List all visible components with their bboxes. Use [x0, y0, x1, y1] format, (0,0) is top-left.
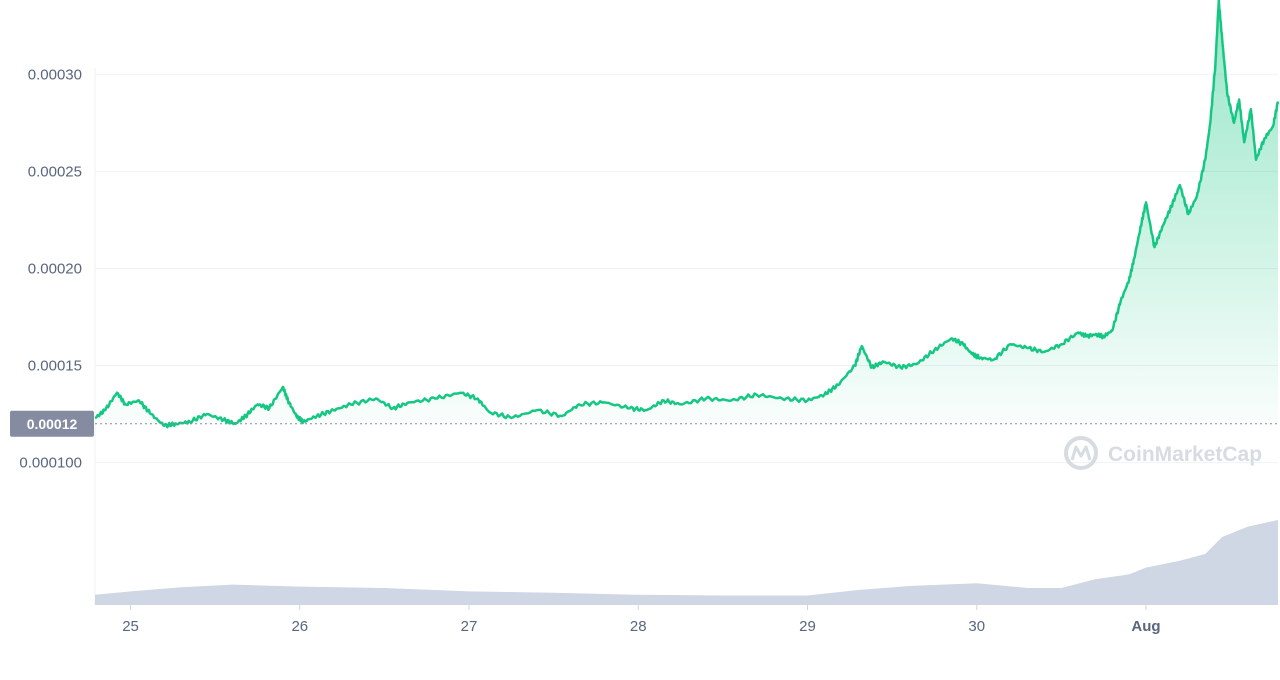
price-line-path: [94, 0, 1280, 429]
x-tick-label: 29: [799, 618, 816, 635]
current-price-label: 0.00012: [27, 416, 78, 432]
volume-area: [95, 520, 1278, 605]
y-tick-label: 0.00025: [28, 163, 82, 180]
coinmarketcap-logo-mark: [1070, 445, 1092, 461]
price-area-fill: [95, 0, 1278, 428]
y-axis-ticks: 0.00030 0.00025 0.00020 0.00015 0.000100: [19, 66, 82, 471]
x-tick-label: 28: [630, 618, 647, 635]
y-tick-label: 0.00015: [28, 358, 82, 375]
price-area: [95, 0, 1278, 428]
coinmarketcap-logo-icon: [1064, 436, 1098, 470]
volume-area-shape: [95, 520, 1278, 605]
y-tick-label: 0.00020: [28, 260, 82, 277]
y-tick-label: 0.00030: [28, 66, 82, 83]
x-axis-ticks: 25 26 27 28 29 30 Aug: [122, 605, 1161, 635]
coinmarketcap-watermark: CoinMarketCap: [1064, 436, 1262, 470]
y-tick-label: 0.000100: [19, 455, 82, 472]
current-price-marker: 0.00012: [10, 410, 1278, 437]
watermark-text: CoinMarketCap: [1108, 443, 1262, 466]
x-tick-label: Aug: [1131, 618, 1160, 635]
x-tick-label: 26: [291, 618, 308, 635]
current-price-badge: [10, 410, 94, 437]
x-tick-label: 27: [461, 618, 478, 635]
price-line: [94, 0, 1280, 429]
x-tick-label: 30: [968, 618, 985, 635]
x-tick-label: 25: [122, 618, 139, 635]
